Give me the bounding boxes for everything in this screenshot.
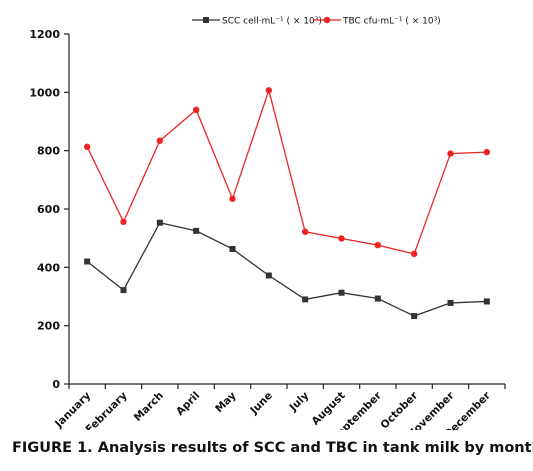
- x-tick-label: July: [287, 390, 312, 415]
- series-line: [86, 87, 487, 255]
- data-point: [374, 241, 382, 249]
- data-point: [338, 289, 345, 296]
- data-point: [447, 150, 454, 157]
- data-point: [447, 299, 454, 306]
- legend-marker: [203, 17, 209, 23]
- y-tick-label: 600: [37, 203, 60, 216]
- data-point: [338, 235, 345, 242]
- legend-label: SCC cell·mL⁻¹ ( × 10³): [222, 17, 322, 27]
- y-axis-ticks: 0 200 400 600 800 1000 1200: [29, 28, 69, 391]
- data-point: [265, 272, 272, 279]
- x-tick-label: April: [174, 390, 202, 418]
- data-point: [84, 258, 91, 265]
- x-tick-label: June: [247, 390, 275, 418]
- series-scc: [84, 219, 490, 320]
- figure-caption: FIGURE 1. Analysis results of SCC and TB…: [12, 440, 533, 456]
- legend-label: TBC cfu·mL⁻¹ ( × 10³): [342, 17, 441, 27]
- series-layer: [83, 87, 491, 320]
- data-point: [374, 295, 381, 302]
- data-point: [120, 287, 127, 294]
- data-point: [229, 245, 236, 252]
- legend-item: SCC cell·mL⁻¹ ( × 10³): [192, 17, 322, 27]
- series-line: [86, 221, 487, 317]
- legend-item: TBC cfu·mL⁻¹ ( × 10³): [313, 17, 441, 27]
- y-tick-label: 400: [37, 261, 60, 274]
- y-tick-label: 200: [37, 320, 60, 333]
- data-point: [483, 298, 490, 305]
- legend-marker: [323, 16, 331, 24]
- data-point: [483, 148, 491, 156]
- y-tick-label: 0: [52, 378, 60, 391]
- data-point: [120, 218, 127, 226]
- data-point: [301, 228, 309, 235]
- data-point: [411, 313, 418, 320]
- data-point: [156, 137, 164, 144]
- data-point: [229, 195, 236, 202]
- legend: SCC cell·mL⁻¹ ( × 10³) TBC cfu·mL⁻¹ ( × 1…: [192, 17, 441, 27]
- series-tbc: [83, 87, 491, 258]
- data-point: [156, 219, 163, 226]
- data-point: [192, 106, 200, 114]
- y-tick-label: 1200: [29, 28, 60, 41]
- data-point: [193, 227, 200, 234]
- data-point: [83, 143, 91, 151]
- data-point: [265, 87, 273, 94]
- y-tick-label: 800: [37, 145, 60, 158]
- x-tick-label: March: [132, 390, 166, 424]
- y-tick-label: 1000: [29, 86, 60, 99]
- data-point: [410, 250, 418, 258]
- x-tick-label: May: [213, 390, 239, 416]
- data-point: [302, 296, 309, 303]
